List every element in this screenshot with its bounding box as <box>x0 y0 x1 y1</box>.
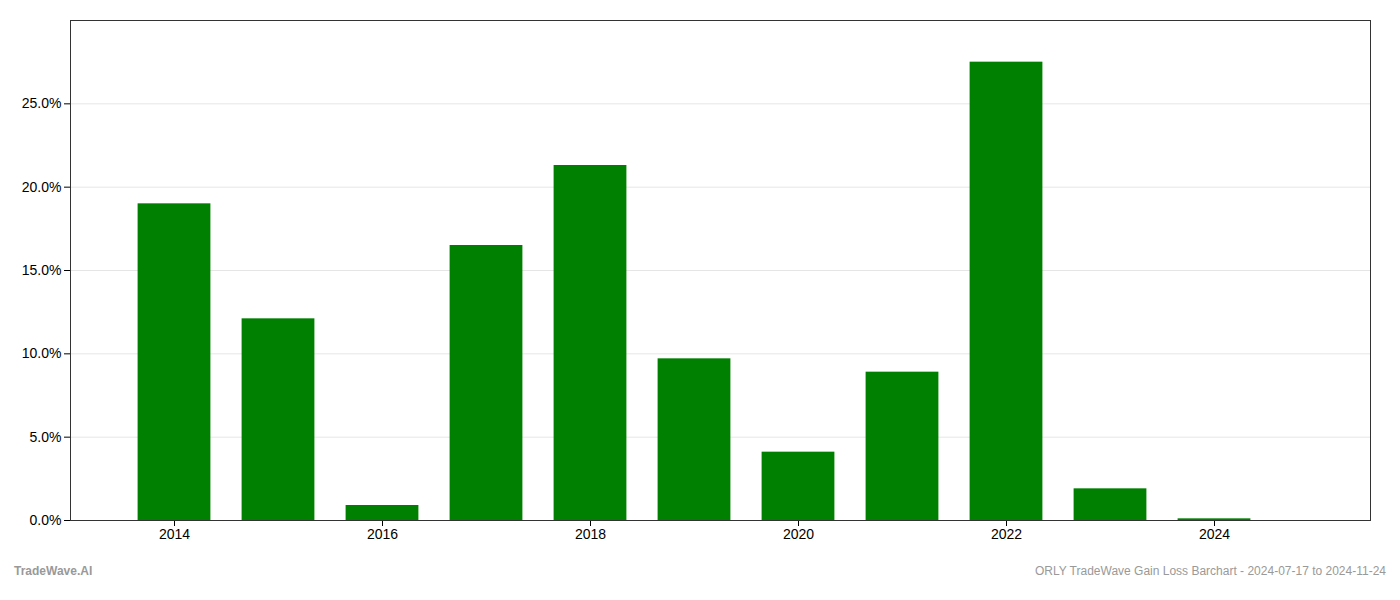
svg-text:20.0%: 20.0% <box>22 179 62 195</box>
svg-text:15.0%: 15.0% <box>22 262 62 278</box>
svg-text:0.0%: 0.0% <box>30 512 62 528</box>
svg-text:10.0%: 10.0% <box>22 345 62 361</box>
svg-text:2014: 2014 <box>159 526 190 542</box>
svg-text:2024: 2024 <box>1199 526 1230 542</box>
svg-text:25.0%: 25.0% <box>22 95 62 111</box>
svg-text:2018: 2018 <box>575 526 606 542</box>
svg-text:2020: 2020 <box>783 526 814 542</box>
html-text:TradeWave.AI: TradeWave.AI <box>14 564 93 578</box>
svg-text:2022: 2022 <box>991 526 1022 542</box>
svg-text:2016: 2016 <box>367 526 398 542</box>
html-text:ORLY TradeWave Gain Loss Barch: ORLY TradeWave Gain Loss Barchart - 2024… <box>1034 564 1386 578</box>
svg-text:5.0%: 5.0% <box>30 429 62 445</box>
